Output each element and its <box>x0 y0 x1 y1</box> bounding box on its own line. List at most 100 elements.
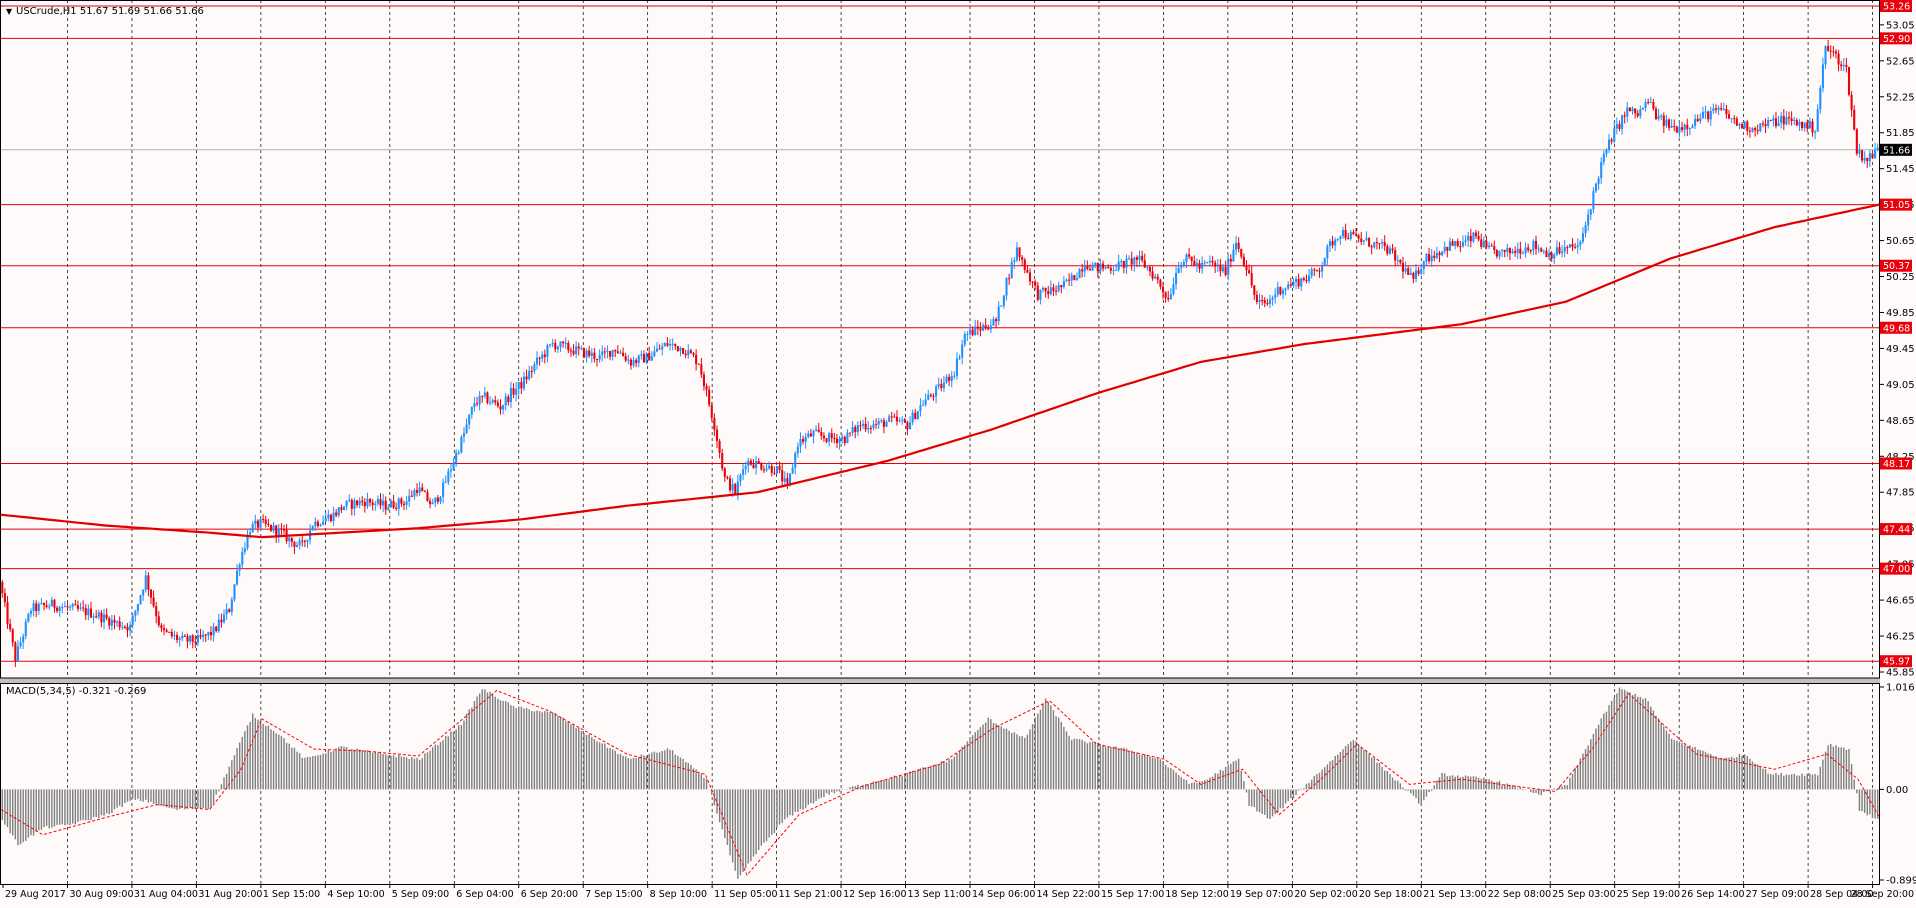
candle-body <box>963 334 966 345</box>
candle-body <box>1075 278 1078 280</box>
candle-body <box>1328 241 1331 247</box>
candle-body <box>95 616 98 618</box>
level-price-tag: 45.97 <box>1880 655 1912 668</box>
candle-body <box>1253 285 1256 295</box>
candle-body <box>1720 107 1723 110</box>
candle-body <box>736 481 739 495</box>
candle-body <box>462 433 466 437</box>
candle-body <box>1581 233 1584 242</box>
candle-body <box>202 634 205 638</box>
candle-body <box>35 603 38 611</box>
candle-body <box>1521 253 1525 255</box>
candle-body <box>1250 273 1253 286</box>
candle-body <box>1083 266 1086 272</box>
x-tick-label: 21 Sep 13:00 <box>1423 889 1486 900</box>
candle-body <box>1634 108 1637 114</box>
candle-body <box>984 325 987 329</box>
candle-body <box>708 389 711 405</box>
candle-body <box>1670 125 1673 128</box>
candle-body <box>1782 116 1785 125</box>
candle-body <box>1310 269 1313 276</box>
candle-body <box>1268 299 1271 305</box>
candle-body <box>768 465 771 469</box>
candle-body <box>937 384 940 387</box>
candle-body <box>243 548 246 552</box>
candle-body <box>893 416 896 418</box>
macd-signal-line <box>1 690 1879 877</box>
candle-body <box>1276 286 1279 295</box>
candle-body <box>535 357 539 365</box>
candle-body <box>901 419 904 421</box>
candle-body <box>1263 300 1266 304</box>
candle-body <box>1790 118 1793 121</box>
candle-body <box>431 502 434 505</box>
candle-body <box>340 507 343 510</box>
candle-body <box>1827 46 1830 51</box>
candle-body <box>640 354 643 356</box>
collapse-arrow-icon[interactable]: ▼ <box>6 7 13 16</box>
candle-body <box>1743 121 1746 129</box>
candle-body <box>1028 272 1032 282</box>
candle-body <box>1349 232 1352 239</box>
candle-body <box>277 528 280 536</box>
candle-body <box>1482 241 1485 247</box>
candle-body <box>387 507 390 510</box>
candle-body <box>1725 108 1728 115</box>
candle-body <box>314 521 317 527</box>
candle-body <box>301 540 304 542</box>
candle-body <box>1354 234 1358 236</box>
candle-body <box>1049 287 1052 295</box>
candle-body <box>668 343 672 346</box>
candle-body <box>147 575 150 590</box>
candle-body <box>452 462 455 470</box>
candle-body <box>1561 251 1564 254</box>
candle-body <box>841 436 844 439</box>
candle-body <box>1096 262 1099 271</box>
candle-body <box>728 478 732 491</box>
candle-body <box>1154 276 1157 279</box>
candle-body <box>1258 299 1261 302</box>
candle-body <box>1866 157 1869 162</box>
candle-body <box>1185 254 1188 263</box>
x-tick-label: 28 Sep 20:00 <box>1851 889 1914 900</box>
candle-body <box>1644 102 1647 108</box>
candle-body <box>134 610 137 616</box>
candle-body <box>1730 118 1733 120</box>
candle-body <box>794 453 797 468</box>
x-tick-label: 14 Sep 22:00 <box>1036 889 1099 900</box>
candle-body <box>1678 127 1681 133</box>
candle-body <box>908 422 912 430</box>
x-tick-label: 28 Sep 04:00 <box>1810 889 1873 900</box>
candle-body <box>1326 246 1329 259</box>
candle-body <box>129 624 132 631</box>
candle-body <box>392 500 395 508</box>
candle-body <box>1855 129 1858 154</box>
x-tick-label: 26 Sep 14:00 <box>1681 889 1744 900</box>
candle-body <box>1321 265 1324 272</box>
candle-body <box>650 355 653 361</box>
candle-body <box>280 528 283 530</box>
candle-body <box>1485 241 1488 248</box>
candle-body <box>968 329 972 335</box>
candle-body <box>1874 149 1877 159</box>
candle-body <box>807 433 810 438</box>
candle-body <box>1501 249 1504 251</box>
candle-body <box>1094 262 1097 265</box>
candle-body <box>486 392 489 403</box>
candle-body <box>1469 235 1472 242</box>
candle-body <box>32 603 35 612</box>
candle-body <box>864 423 867 430</box>
candle-body <box>781 470 784 482</box>
candle-body <box>1188 254 1191 257</box>
macd-y-tick-label: 0.00 <box>1886 785 1908 796</box>
y-tick-label: 51.85 <box>1886 128 1915 139</box>
candle-body <box>1180 266 1183 268</box>
candle-body <box>170 632 173 637</box>
candle-body <box>79 607 82 609</box>
candle-body <box>1318 270 1321 272</box>
candle-body <box>799 439 802 447</box>
level-price-tag: 51.05 <box>1880 198 1912 211</box>
